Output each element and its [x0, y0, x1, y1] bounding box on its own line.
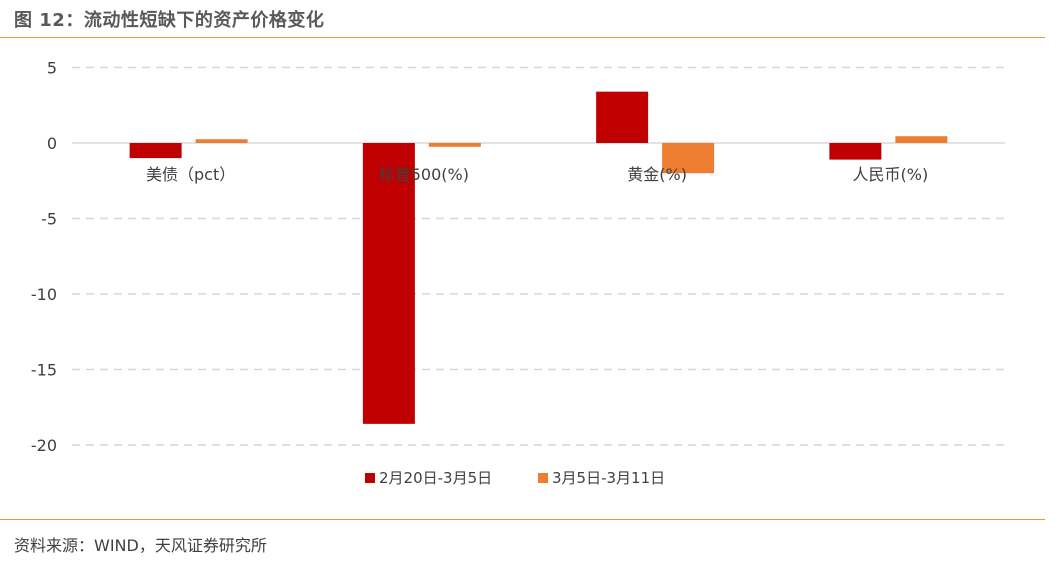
bar-layer: [129, 91, 948, 424]
bar-2: [195, 139, 248, 143]
y-tick-label: -15: [31, 361, 57, 380]
bar-2: [428, 143, 481, 147]
bar-2: [895, 136, 948, 143]
category-labels: 美债（pct） 标普500(%) 黄金(%) 人民币(%): [146, 165, 928, 184]
legend: 2月20日-3月5日 3月5日-3月11日: [365, 469, 665, 487]
top-divider: [0, 37, 1045, 38]
category-label: 美债（pct）: [146, 165, 235, 184]
legend-swatch-2: [538, 473, 548, 483]
legend-swatch-1: [365, 473, 375, 483]
bar-1: [129, 143, 182, 159]
bar-2: [662, 143, 715, 174]
y-tick-label: -20: [31, 436, 57, 455]
bar-chart: 5 0 -5 -10 -15 -20 美债（pct） 标普500(%) 黄金(%) 人民币(%)…: [31, 59, 1005, 487]
y-axis-ticks: 5 0 -5 -10 -15 -20: [31, 59, 57, 456]
bar-1: [596, 91, 649, 143]
bar-1: [829, 143, 882, 160]
category-label: 人民币(%): [853, 165, 929, 184]
y-tick-label: 5: [47, 59, 57, 78]
grid-layer: [72, 66, 1005, 446]
bar-1: [362, 143, 415, 424]
bottom-divider: [0, 519, 1045, 520]
source-note: 资料来源：WIND，天风证券研究所: [14, 536, 267, 555]
category-label: 标普500(%): [379, 165, 469, 184]
legend-label-1: 2月20日-3月5日: [379, 469, 492, 487]
y-tick-label: 0: [47, 134, 57, 153]
y-tick-label: -5: [41, 210, 57, 229]
figure-title: 图 12：流动性短缺下的资产价格变化: [14, 10, 325, 31]
category-label: 黄金(%): [627, 165, 687, 184]
y-tick-label: -10: [31, 285, 57, 304]
legend-label-2: 3月5日-3月11日: [552, 469, 665, 487]
